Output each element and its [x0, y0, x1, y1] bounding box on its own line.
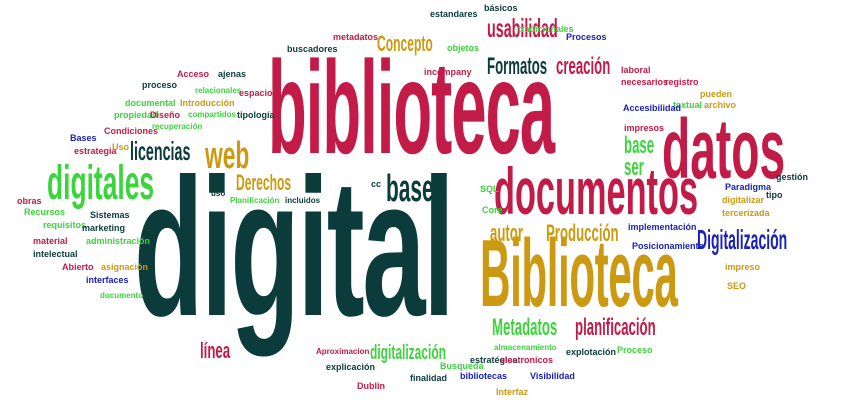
cloud-word-sistemas: Sistemas — [90, 210, 130, 220]
cloud-word-dublin: Dublin — [357, 381, 385, 391]
cloud-word-base: base — [624, 132, 655, 159]
cloud-word-introduccion: Introducción — [180, 98, 235, 108]
cloud-word-paradigma: Paradigma — [725, 182, 772, 192]
cloud-word-asignacion: asignación — [101, 262, 149, 272]
cloud-word-documentos: documentos — [494, 154, 699, 228]
cloud-word-uso-cap: Uso — [112, 142, 130, 152]
cloud-word-espacios: espacios — [239, 88, 278, 98]
cloud-word-sql: SQL — [480, 184, 499, 194]
cloud-word-interfaces: interfaces — [86, 275, 129, 285]
cloud-word-requisitos: requisitos — [43, 220, 87, 230]
cloud-word-registro: registro — [665, 77, 699, 87]
cloud-word-tipo: tipo — [766, 190, 783, 200]
cloud-word-biblioteca-lower: biblioteca — [268, 34, 555, 181]
cloud-word-recuperacion: recuperación — [152, 122, 203, 131]
cloud-word-metadatos: metadatos — [333, 32, 379, 42]
cloud-word-laboral: laboral — [621, 65, 651, 75]
cloud-word-tercerizada: tercerizada — [722, 208, 770, 218]
cloud-word-incluidos: incluidos — [285, 196, 321, 205]
cloud-word-estrategica: estratégica — [470, 355, 518, 365]
cloud-word-formatos: Formatos — [487, 53, 548, 80]
cloud-word-core: Core — [482, 205, 503, 215]
cloud-word-ajenas: ajenas — [218, 69, 247, 79]
cloud-word-implementacion: implementación — [628, 222, 697, 232]
cloud-word-ser: ser — [624, 154, 644, 181]
cloud-word-digitalizacion-green: digitalización — [370, 342, 447, 364]
cloud-word-proceso-green: Proceso — [617, 345, 653, 355]
cloud-word-documento: documento — [100, 291, 144, 300]
cloud-word-propiedad: propiedad — [114, 110, 158, 120]
cloud-word-basicos: básicos — [484, 3, 518, 13]
cloud-word-documental: documental — [125, 98, 176, 108]
cloud-word-material: material — [33, 236, 68, 246]
cloud-word-linea: línea — [200, 338, 231, 363]
cloud-word-impresos: impresos — [624, 123, 665, 133]
cloud-word-planificacion: planificación — [575, 314, 656, 341]
cloud-word-usabilidad: usabilidad — [487, 13, 558, 43]
cloud-word-abierto: Abierto — [62, 262, 94, 272]
cloud-word-acceso: Acceso — [177, 69, 210, 79]
cloud-word-digital: digital — [134, 138, 455, 357]
cloud-word-administracion: administración — [86, 236, 151, 246]
cloud-word-gestion: gestión — [776, 172, 809, 182]
cloud-word-seo: SEO — [727, 281, 747, 291]
cloud-word-necesarios: necesarios — [621, 77, 669, 87]
cloud-word-planificacion-small: Planificación — [230, 196, 280, 205]
cloud-word-autor: autor — [490, 220, 523, 247]
cloud-word-procesos: Procesos — [566, 32, 607, 42]
cloud-word-bibliotecas: bibliotecas — [460, 371, 508, 381]
cloud-word-estandares: estandares — [430, 9, 478, 19]
cloud-word-intelectual: intelectual — [33, 249, 78, 259]
cloud-word-impreso: impreso — [725, 262, 761, 272]
cloud-word-explicacion: explicación — [326, 362, 376, 372]
cloud-word-posicionamiento: Posicionamiento — [632, 241, 705, 251]
cloud-word-creacion: creación — [556, 53, 611, 80]
cloud-word-uso: uso — [211, 189, 226, 198]
cloud-word-concepto: Concepto — [377, 31, 433, 56]
cloud-word-marketing: marketing — [82, 223, 126, 233]
cloud-word-aproximacion: Aproximacion — [316, 347, 370, 356]
cloud-word-finalidad: finalidad — [410, 373, 448, 383]
cloud-word-digitalizacion-blue: Digitalización — [697, 224, 788, 255]
cloud-word-digitalizar: digitalizar — [722, 195, 765, 205]
cloud-word-proceso: proceso — [142, 80, 178, 90]
cloud-word-produccion: Producción — [546, 220, 619, 247]
cloud-word-obras: obras — [17, 196, 42, 206]
cloud-word-derechos: Derechos — [236, 170, 292, 195]
cloud-word-estrategia: estrategia — [74, 146, 117, 156]
cloud-word-recursos: Recursos — [24, 207, 66, 217]
cloud-word-archivo: archivo — [704, 100, 737, 110]
cloud-word-busqueda: Busqueda — [440, 361, 484, 371]
cloud-word-digitales: digitales — [47, 157, 155, 210]
cloud-word-objetos: objetos — [447, 43, 480, 53]
cloud-word-tradicionales: tradicionales — [518, 24, 574, 34]
cloud-word-buscadores: buscadores — [287, 44, 338, 54]
cloud-word-accesibilidad: Accesibilidad — [623, 103, 682, 113]
cloud-word-incompany: incompany — [424, 67, 472, 77]
cloud-word-almacenamiento: almacenamiento — [494, 343, 557, 352]
cloud-word-textual: textual — [673, 100, 703, 110]
cloud-word-cc: cc — [371, 179, 382, 189]
cloud-word-bases: bases — [386, 168, 446, 210]
cloud-word-tipologia: tipología — [237, 110, 275, 120]
cloud-word-web: web — [205, 135, 250, 177]
cloud-word-diseno: Diseño — [150, 110, 181, 120]
cloud-word-compartidos: compartidos — [188, 110, 237, 119]
cloud-word-explotacion: explotación — [566, 347, 617, 357]
cloud-word-relacionales: relacionales — [195, 86, 242, 95]
cloud-word-biblioteca-upper: Biblioteca — [480, 220, 678, 327]
cloud-word-licencias: licencias — [130, 136, 191, 166]
cloud-word-interfaz: Interfaz — [496, 387, 529, 397]
cloud-word-condiciones: Condiciones — [104, 126, 159, 136]
cloud-word-metadatos-cap: Metadatos — [492, 314, 558, 341]
cloud-word-pueden: pueden — [700, 89, 733, 99]
cloud-word-electronicos: electronicos — [500, 355, 554, 365]
cloud-word-visibilidad: Visibilidad — [530, 371, 575, 381]
cloud-word-bases-blue: Bases — [70, 133, 97, 143]
cloud-word-datos: datos — [662, 102, 786, 196]
